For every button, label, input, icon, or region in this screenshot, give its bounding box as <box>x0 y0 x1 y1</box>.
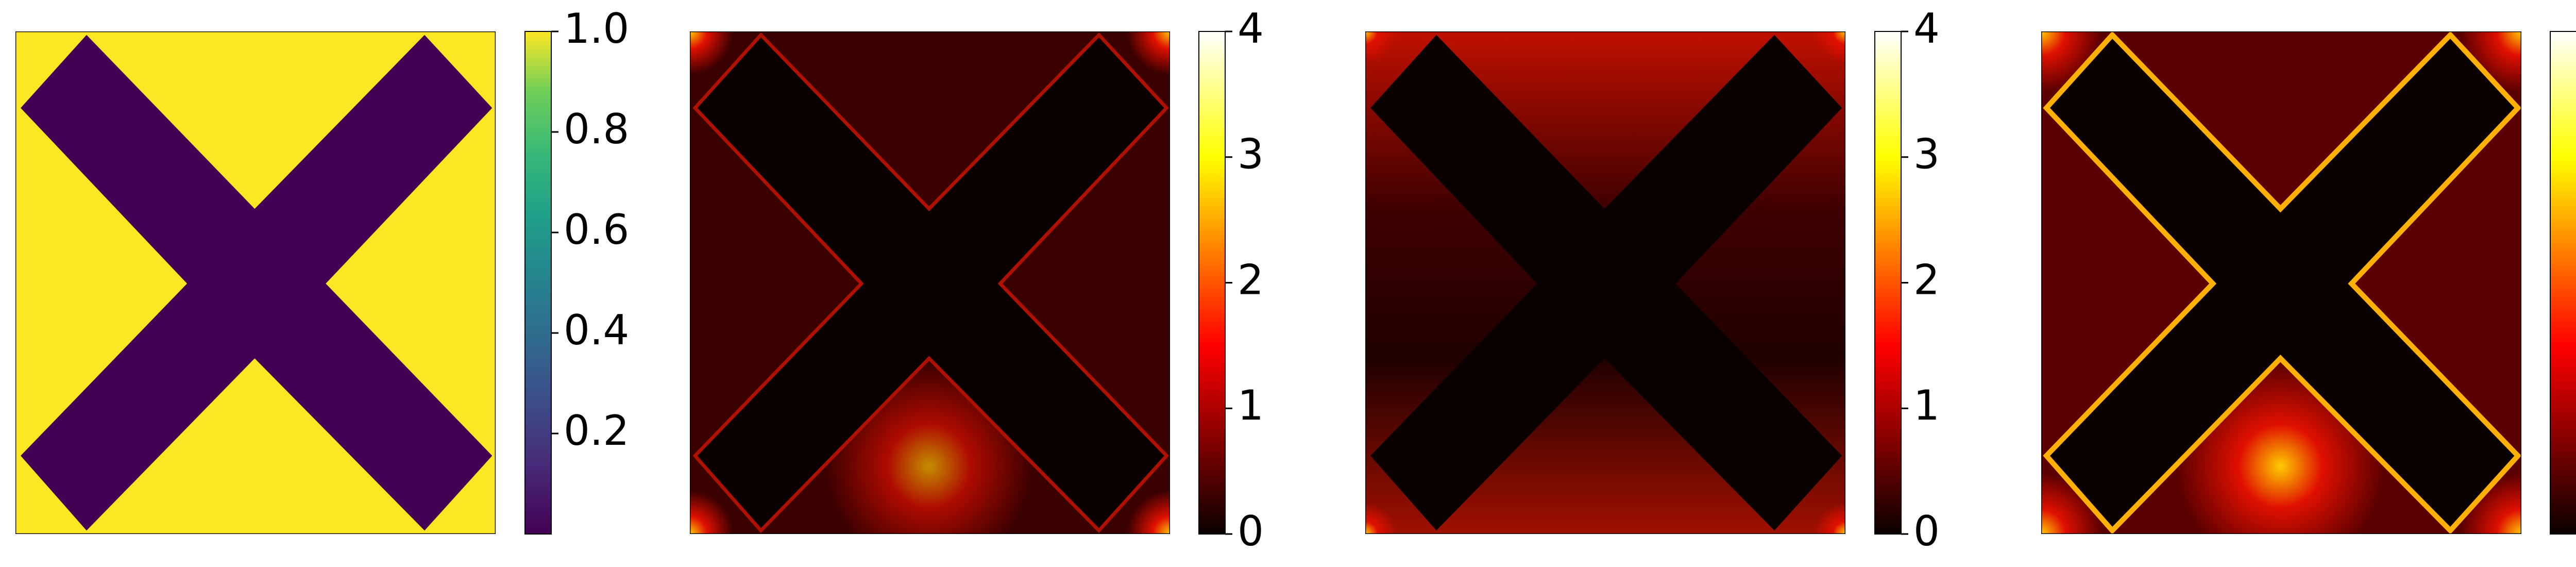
colorbar-tick-label: 0.4 <box>564 306 629 354</box>
colorbar <box>1198 31 1226 535</box>
colorbar-tick-label: 0 <box>1238 507 1264 555</box>
colorbar <box>2550 31 2576 535</box>
colorbar <box>524 31 552 535</box>
heatmap-image <box>1365 31 1845 534</box>
colorbar-tick-label: 0.6 <box>564 206 629 254</box>
heatmap-image <box>2041 31 2521 534</box>
colorbar-tick-label: 2 <box>1238 256 1264 304</box>
colorbar-tick-label: 4 <box>1238 5 1264 53</box>
colorbar-tick-label: 4 <box>1913 5 1940 53</box>
colorbar-tick-label: 0.2 <box>564 407 629 455</box>
colorbar-tick-label: 3 <box>1238 130 1264 178</box>
heatmap-image <box>15 31 496 534</box>
colorbar-tick-label: 2 <box>1913 256 1940 304</box>
heatmap-image <box>690 31 1170 534</box>
colorbar-tick-label: 0.8 <box>564 105 629 153</box>
colorbar <box>1874 31 1902 535</box>
colorbar-tick-label: 0 <box>1913 507 1940 555</box>
colorbar-tick-label: 1.0 <box>564 5 629 53</box>
colorbar-tick-label: 1 <box>1238 381 1264 429</box>
colorbar-tick-label: 3 <box>1913 130 1940 178</box>
colorbar-tick-label: 1 <box>1913 381 1940 429</box>
